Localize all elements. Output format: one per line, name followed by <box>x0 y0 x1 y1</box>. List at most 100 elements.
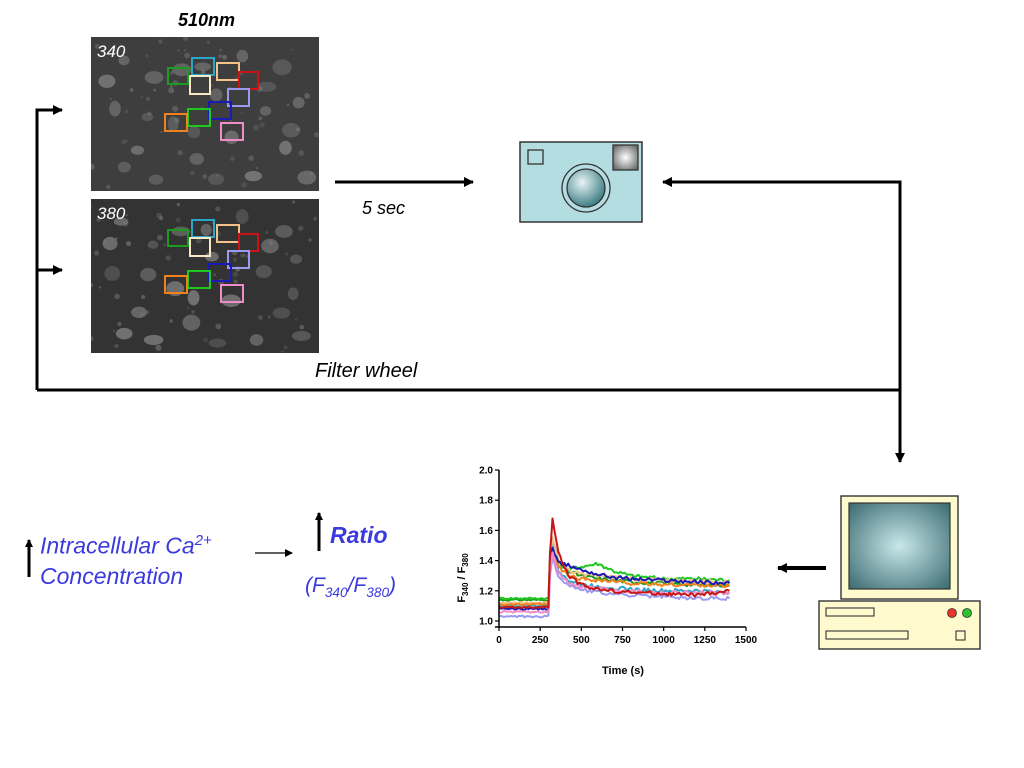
roi-box <box>167 229 189 247</box>
noise-dot <box>299 324 305 330</box>
noise-dot <box>203 337 208 343</box>
chart-x-tick-label: 1000 <box>653 635 676 646</box>
image-380-label: 380 <box>97 204 126 223</box>
noise-dot <box>177 49 180 52</box>
noise-dot <box>145 310 150 315</box>
chart-x-tick-label: 250 <box>532 635 549 646</box>
noise-dot <box>291 200 296 204</box>
formula-slash: /F <box>347 574 367 597</box>
noise-dot <box>232 257 238 262</box>
noise-dot <box>196 238 202 244</box>
chart-y-tick-label: 1.4 <box>479 556 493 567</box>
cell-spot <box>104 266 121 281</box>
cell-spot <box>115 327 133 340</box>
noise-dot <box>168 87 175 94</box>
noise-dot <box>202 174 208 180</box>
chart-series-group <box>498 517 731 619</box>
noise-dot <box>189 170 195 176</box>
chart-x-tick-label: 1250 <box>694 635 717 646</box>
cell-spot <box>147 240 159 249</box>
noise-dot <box>177 150 183 156</box>
noise-dot <box>155 337 159 341</box>
noise-dot <box>200 70 206 75</box>
noise-dot <box>267 315 271 319</box>
noise-dot <box>140 294 146 300</box>
cell-spot <box>261 238 279 254</box>
noise-dot <box>125 213 129 217</box>
noise-dot <box>115 237 118 240</box>
cell-spot <box>255 265 272 279</box>
roi-box <box>220 122 244 141</box>
noise-dot <box>240 111 243 114</box>
cell-spot <box>98 74 116 88</box>
noise-dot <box>94 43 100 49</box>
noise-dot <box>248 155 254 161</box>
noise-dot <box>157 234 163 241</box>
cell-spot <box>109 100 121 117</box>
image-340-label: 340 <box>97 42 126 61</box>
cell-spot <box>279 140 292 155</box>
noise-dot <box>147 111 152 116</box>
noise-dot <box>172 105 179 112</box>
noise-dot <box>170 85 173 88</box>
noise-dot <box>286 103 290 107</box>
cells-texture-340 <box>91 37 319 189</box>
chart-x-tick-label: 1500 <box>735 635 758 646</box>
cell-spot <box>221 294 241 307</box>
noise-dot <box>284 252 289 256</box>
noise-dot <box>229 156 235 162</box>
noise-dot <box>215 323 222 330</box>
noise-dot <box>313 216 317 221</box>
cell-spot <box>102 236 118 251</box>
noise-dot <box>129 88 134 92</box>
cell-spot <box>200 223 212 236</box>
cell-spot <box>131 306 147 319</box>
noise-dot <box>156 212 162 219</box>
cell-spot <box>236 49 249 63</box>
roi-box <box>227 250 250 269</box>
noise-dot <box>309 171 314 176</box>
cell-spot <box>118 55 130 66</box>
noise-dot <box>186 306 190 310</box>
noise-dot <box>114 344 119 349</box>
calcium-label: Intracellular Ca2+ <box>40 532 212 560</box>
noise-dot <box>298 150 305 156</box>
noise-dot <box>191 310 195 314</box>
ratio-label: Ratio <box>330 522 388 548</box>
noise-dot <box>96 217 101 222</box>
noise-dot <box>125 241 132 247</box>
noise-dot <box>112 329 116 333</box>
cell-spot <box>189 152 204 165</box>
chart-x-tick-label: 500 <box>573 635 590 646</box>
cell-spot <box>172 63 192 77</box>
cell-spot <box>204 251 219 262</box>
cell-spot <box>208 338 227 348</box>
chart-y-tick-label: 1.2 <box>479 586 493 597</box>
roi-box <box>227 88 250 107</box>
noise-dot <box>174 117 180 123</box>
cell-spot <box>259 106 272 116</box>
cell-spot <box>249 334 264 346</box>
noise-dot <box>139 312 144 317</box>
roi-box <box>167 67 189 85</box>
noise-dot <box>240 253 245 258</box>
noise-dot <box>114 293 120 300</box>
noise-dot <box>165 255 172 261</box>
noise-dot <box>146 96 151 101</box>
cell-spot <box>244 171 263 182</box>
noise-dot <box>183 48 187 52</box>
formula-open: (F <box>305 574 325 597</box>
calcium-charge: 2+ <box>194 532 212 549</box>
noise-dot <box>102 240 108 245</box>
noise-dot <box>243 254 246 257</box>
noise-dot <box>241 182 247 188</box>
noise-dot <box>112 49 116 53</box>
noise-dot <box>258 116 263 121</box>
noise-dot <box>121 61 124 64</box>
noise-dot <box>213 273 216 277</box>
fluorescence-image-380: 380 <box>91 199 319 353</box>
chart-y-axis-label: F340 / F380 <box>456 553 470 603</box>
roi-box <box>189 75 211 95</box>
noise-dot <box>176 202 181 207</box>
cell-spot <box>290 254 303 264</box>
